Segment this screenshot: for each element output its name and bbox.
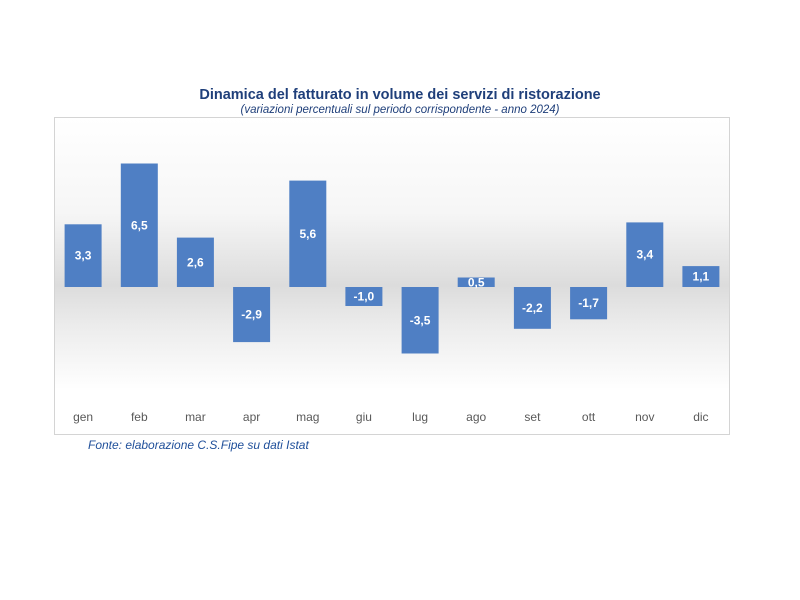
x-tick-ago: ago: [466, 410, 486, 424]
x-tick-apr: apr: [243, 410, 260, 424]
plot-area: 3,3 gen 6,5 feb 2,6 mar -2,9 apr 5,6 mag -1,0 giu -3…: [54, 117, 730, 435]
bar-dic: [682, 266, 720, 287]
bar-ott: [570, 287, 608, 320]
bar-nov: [626, 222, 664, 287]
bar-gen: [64, 224, 102, 287]
x-tick-set: set: [524, 410, 541, 424]
x-tick-mar: mar: [185, 410, 206, 424]
x-tick-giu: giu: [356, 410, 372, 424]
bar-set: [513, 287, 551, 329]
data-label-mar: 2,6: [187, 255, 204, 269]
data-label-giu: -1,0: [354, 290, 375, 304]
data-label-gen: 3,3: [75, 249, 92, 263]
data-label-lug: -3,5: [410, 313, 431, 327]
x-tick-mag: mag: [296, 410, 319, 424]
chart-subtitle: (variazioni percentuali sul periodo corr…: [240, 104, 560, 116]
data-label-ago: 0,5: [468, 275, 485, 289]
data-label-feb: 6,5: [131, 218, 148, 232]
data-label-set: -2,2: [522, 301, 543, 315]
data-label-ott: -1,7: [578, 296, 599, 310]
bar-feb: [120, 163, 158, 287]
x-tick-gen: gen: [73, 410, 93, 424]
bar-giu: [345, 287, 383, 306]
bar-mar: [176, 237, 214, 287]
data-label-nov: 3,4: [636, 248, 653, 262]
x-tick-dic: dic: [693, 410, 708, 424]
x-tick-ott: ott: [582, 410, 596, 424]
x-tick-feb: feb: [131, 410, 148, 424]
bar-mag: [289, 180, 327, 287]
data-label-mag: 5,6: [299, 227, 316, 241]
source-note: Fonte: elaborazione C.S.Fipe su dati Ist…: [88, 438, 309, 452]
chart-title: Dinamica del fatturato in volume dei ser…: [199, 87, 601, 103]
bar-lug: [401, 287, 439, 354]
bar-apr: [233, 287, 271, 343]
bar-chart: 3,3 gen 6,5 feb 2,6 mar -2,9 apr 5,6 mag -1,0 giu -3…: [64, 163, 720, 424]
data-label-apr: -2,9: [241, 308, 262, 322]
x-tick-lug: lug: [412, 410, 428, 424]
bar-ago: [457, 277, 495, 287]
data-label-dic: 1,1: [693, 270, 710, 284]
x-tick-nov: nov: [635, 410, 654, 424]
